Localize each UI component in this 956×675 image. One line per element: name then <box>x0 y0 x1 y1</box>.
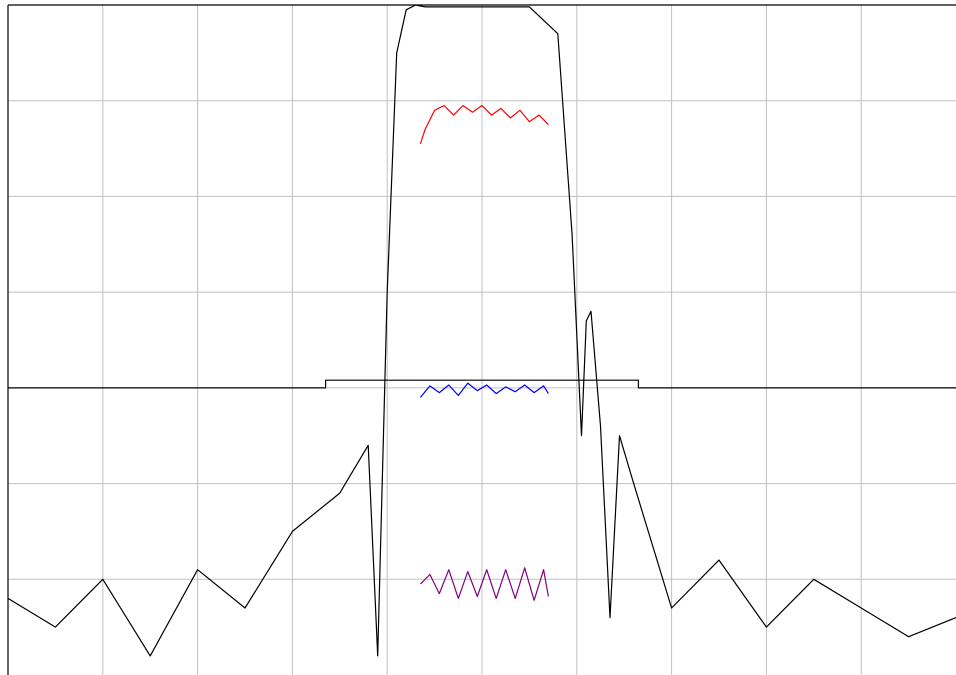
series-response <box>7 4 956 657</box>
series-ripple-purple <box>419 567 549 601</box>
series-group <box>7 4 956 657</box>
plot-frame <box>7 4 956 675</box>
series-ripple-red <box>419 104 549 144</box>
series-mask <box>8 379 956 389</box>
series-ripple-blue <box>419 382 549 398</box>
